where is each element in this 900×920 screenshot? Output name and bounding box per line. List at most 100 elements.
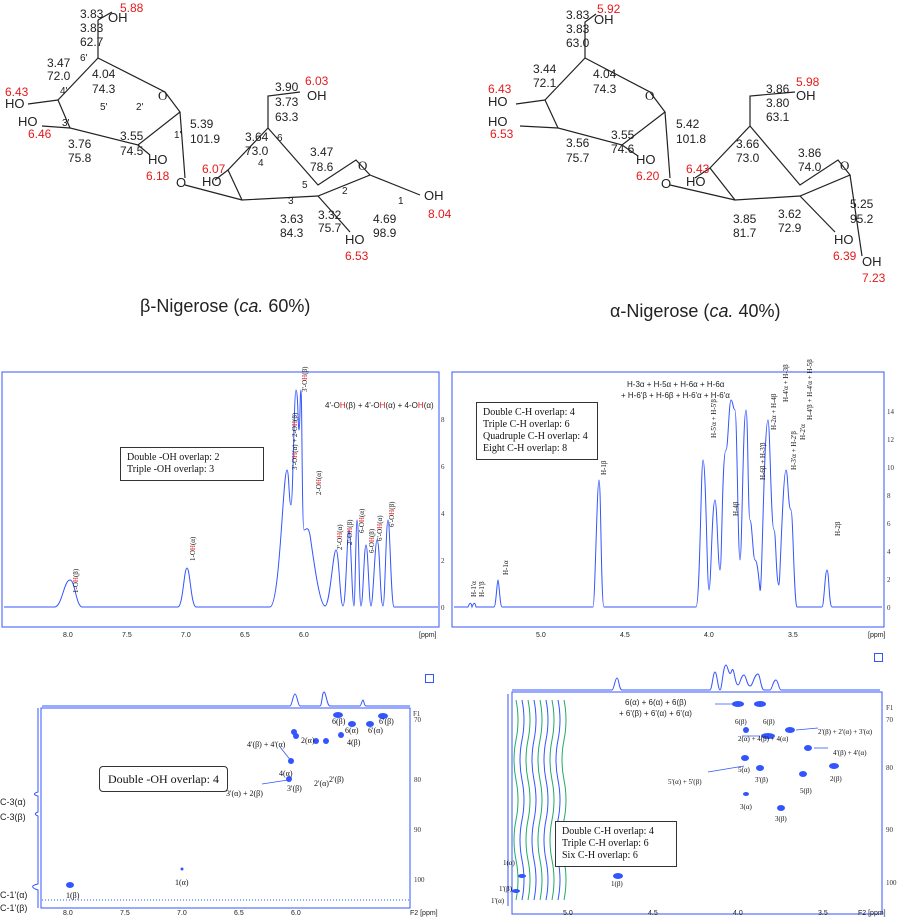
- beta-label-54: 6.53: [345, 249, 369, 263]
- oh-tick-3: 6.5: [240, 632, 250, 639]
- hsqc-oh-tick-2: 7.0: [177, 910, 187, 917]
- alpha-label-18: 74.6: [611, 142, 635, 156]
- hsqc-ch-tick-1: 4.5: [648, 910, 658, 917]
- alpha-label-12: HO: [488, 114, 508, 129]
- hsqc-ch-peak-label-3: 2'(β) + 2'(α) + 3'(α): [818, 728, 873, 736]
- beta-label-40: 5: [302, 180, 308, 191]
- hsqc-ch-peak-label-7: 5'(α) + 5'(β): [668, 778, 702, 786]
- hsqc-ch-note-double: Double C-H overlap: 4: [562, 826, 654, 837]
- hsqc-ch-peak-label-14: 1'(α): [491, 897, 505, 905]
- svg-text:F1: F1: [413, 710, 421, 718]
- alpha-label-8: 74.3: [593, 82, 617, 96]
- alpha-label-22: 5.98: [796, 75, 820, 89]
- oh-overlap-note: Double -OH overlap: 2 Triple -OH overlap…: [120, 447, 264, 481]
- alpha-caption: α-Nigerose (ca. 40%): [610, 301, 780, 322]
- hsqc-oh-peak-label-0: 6(β): [332, 717, 346, 726]
- hsqc-ch-unit: F2 [ppm]: [858, 910, 886, 917]
- ch-note-double: Double C-H overlap: 4: [483, 407, 575, 418]
- svg-text:2: 2: [887, 576, 891, 584]
- beta-label-2: OH: [108, 10, 128, 25]
- oh-peak-label-9: 6'-OH(α): [376, 515, 384, 541]
- ch-hsqc-note: Double C-H overlap: 4 Triple C-H overlap…: [555, 821, 677, 867]
- oh-peak-label-0: 1-OH(β): [72, 568, 80, 593]
- svg-text:80: 80: [886, 764, 894, 772]
- oh-tick-1: 7.5: [122, 632, 132, 639]
- alpha-label-27: 3.86: [798, 146, 822, 160]
- alpha-label-0: 5.92: [597, 2, 621, 16]
- hsqc-oh-peak-label-7: 4(α): [279, 769, 293, 778]
- beta-label-27: 3.90: [275, 80, 299, 94]
- beta-label-30: OH: [307, 88, 327, 103]
- svg-text:100: 100: [886, 879, 897, 887]
- oh-note-double: Double -OH overlap: 2: [127, 452, 220, 463]
- hsqc-oh-peak-label-3: 6'(α): [368, 726, 383, 735]
- beta-label-10: 74.3: [92, 82, 116, 96]
- alpha-caption-ca: ca.: [709, 301, 734, 321]
- hsqc-oh-peak-label-6: 4(β): [347, 738, 361, 747]
- svg-text:O: O: [158, 88, 167, 103]
- alpha-label-34: 95.2: [850, 212, 874, 226]
- beta-caption-name: β-Nigerose (: [140, 296, 240, 316]
- beta-label-23: 74.5: [120, 144, 144, 158]
- svg-text:6: 6: [441, 463, 445, 471]
- hsqc-ch-peak-label-9: 5(β): [800, 787, 812, 795]
- hsqc-ch-note-six: Six C-H overlap: 6: [562, 850, 638, 861]
- beta-label-41: O: [176, 175, 187, 190]
- beta-label-46: 3.32: [318, 208, 342, 222]
- beta-label-26: 6.18: [146, 169, 170, 183]
- beta-label-42: 2: [342, 186, 348, 197]
- alpha-label-28: 73.0: [736, 151, 760, 165]
- beta-label-12: 5': [100, 102, 108, 113]
- beta-label-15: 5.39: [190, 117, 214, 131]
- beta-label-36: 3.47: [310, 145, 334, 159]
- alpha-label-33: 5.25: [850, 197, 874, 211]
- svg-text:12: 12: [887, 436, 895, 444]
- hsqc-oh-tick-4: 6.0: [291, 910, 301, 917]
- hsqc-ch-peak-label-11: 3(β): [775, 815, 787, 823]
- hsqc-ch-peak-label-4: 4'(β) + 4'(α): [833, 749, 867, 757]
- svg-text:80: 80: [414, 776, 422, 784]
- svg-text:2: 2: [441, 557, 445, 565]
- alpha-label-39: HO: [834, 232, 854, 247]
- beta-label-49: 3.63: [280, 212, 304, 226]
- hsqc-oh-peak-label-12: 1(α): [175, 878, 189, 887]
- ch-peak-label-2: H-1α: [502, 560, 510, 575]
- ch-unit: [ppm]: [868, 632, 886, 639]
- alpha-label-31: HO: [686, 174, 706, 189]
- svg-text:O: O: [645, 88, 654, 103]
- hsqc-ch-callout-1: 6(α) + 6(α) + 6(β): [625, 698, 687, 707]
- beta-label-35: 4: [258, 158, 264, 169]
- beta-label-31: 63.3: [275, 110, 299, 124]
- oh-callout: 4'-OH(β) + 4'-OH(α) + 4-OH(α): [325, 401, 434, 410]
- oh-peak-label-3: 3'-OH(β): [301, 366, 309, 392]
- beta-caption-pct: 60%): [263, 296, 311, 316]
- hsqc-ch-peak-label-6: 3'(β): [755, 776, 768, 784]
- beta-label-9: 4': [60, 86, 68, 97]
- beta-label-1: 3.83: [80, 7, 104, 21]
- toggle-square-1[interactable]: [425, 674, 434, 683]
- oh-tick-4: 6.0: [299, 632, 309, 639]
- beta-label-37: 78.6: [310, 160, 334, 174]
- ch-tick-2: 4.0: [704, 632, 714, 639]
- beta-label-3: 3.83: [80, 21, 104, 35]
- beta-label-0: 5.88: [120, 1, 144, 15]
- alpha-nigerose-structure: O O: [515, 13, 863, 257]
- beta-label-52: 98.9: [373, 226, 397, 240]
- oh-peak-label-4: 2-OH(α): [315, 470, 323, 495]
- beta-label-17: HO: [18, 114, 38, 129]
- beta-caption-ca: ca.: [239, 296, 264, 316]
- hsqc-ch-peak-label-1: 6(β): [763, 718, 775, 726]
- alpha-label-7: 72.1: [533, 76, 557, 90]
- ch-tick-3: 3.5: [788, 632, 798, 639]
- ch-2d-hsqc: 70 80 90 100 F1: [507, 664, 897, 915]
- hsqc-ch-peak-label-10: 3(α): [740, 803, 752, 811]
- hsqc-left-label-c3a: C-3(α): [0, 797, 26, 807]
- hsqc-ch-peak-label-15: 1(β): [611, 880, 623, 888]
- svg-text:10: 10: [887, 464, 895, 472]
- alpha-label-35: 3.85: [733, 212, 757, 226]
- hsqc-oh-unit: F2 [ppm]: [410, 910, 438, 917]
- alpha-label-10: HO: [488, 94, 508, 109]
- oh-tick-0: 8.0: [63, 632, 73, 639]
- toggle-square-2[interactable]: [874, 653, 883, 662]
- alpha-label-5: 3.44: [533, 62, 557, 76]
